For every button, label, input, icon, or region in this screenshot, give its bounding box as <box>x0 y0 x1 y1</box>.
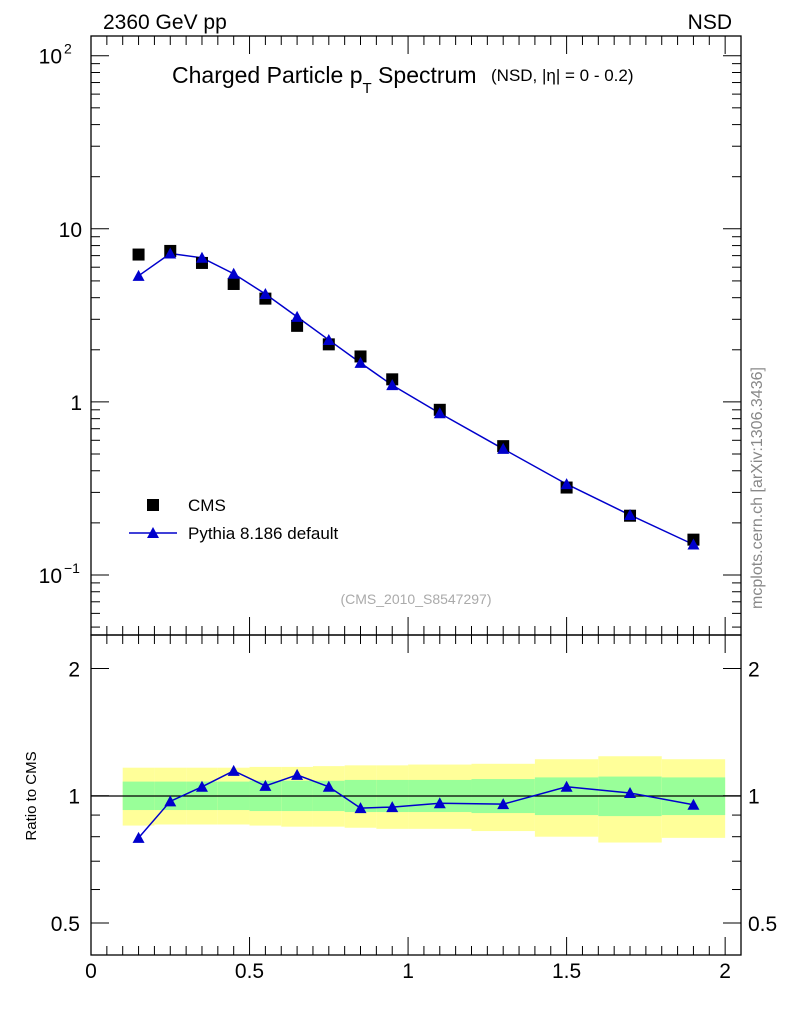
ratio-point <box>227 764 240 776</box>
analysis-watermark: (CMS_2010_S8547297) <box>341 591 492 607</box>
x-tick-label: 0 <box>85 960 97 983</box>
ratio-point <box>322 780 335 792</box>
ratio-point <box>132 831 145 843</box>
ratio-uncertainty-bands <box>122 756 726 843</box>
y-tick-label: 10 <box>39 46 62 69</box>
mc-point <box>354 356 367 368</box>
ratio-y-tick-label: 2 <box>68 658 80 681</box>
legend-data-marker <box>147 499 159 511</box>
legend-mc-label: Pythia 8.186 default <box>188 524 339 543</box>
mc-point <box>227 267 240 279</box>
x-tick-label: 0.5 <box>235 960 264 983</box>
x-tick-label: 1.5 <box>552 960 581 983</box>
ratio-y-tick-label-right: 1 <box>748 786 760 809</box>
ratio-point <box>687 798 700 810</box>
ratio-panel-frame <box>90 634 742 956</box>
ratio-point <box>164 795 177 807</box>
y-tick-label: 1 <box>70 392 82 415</box>
cms-data-point <box>354 350 367 363</box>
mc-point <box>386 379 399 391</box>
ratio-point <box>354 802 367 814</box>
y-tick-label: 10 <box>59 219 82 242</box>
ratio-y-tick-label-right: 2 <box>748 658 760 681</box>
ratio-point <box>386 801 399 813</box>
plot-title: Charged Particle pT Spectrum <box>172 62 477 97</box>
mc-point <box>291 310 304 322</box>
cms-data-point <box>227 277 240 290</box>
mc-point <box>560 478 573 490</box>
mc-point <box>433 407 446 419</box>
ratio-panel: 0.5 0.5 1 1 2 2 0 0.5 1 1.5 2 <box>51 634 777 983</box>
ratio-y-axis-label: Ratio to CMS <box>23 751 40 840</box>
mc-point <box>164 247 177 259</box>
top-data-marks <box>132 244 700 550</box>
legend-data-label: CMS <box>188 496 226 515</box>
ratio-y-tick-label-right: 0.5 <box>748 913 777 936</box>
ratio-data-marks <box>132 764 700 843</box>
cms-data-point <box>291 319 304 332</box>
ratio-point <box>195 780 208 792</box>
mc-point <box>497 442 510 454</box>
header-right: NSD <box>688 11 732 34</box>
ratio-point <box>433 797 446 809</box>
legend: CMS Pythia 8.186 default <box>129 496 339 543</box>
side-credit-label: mcplots.cern.ch [arXiv:1306.3436] <box>749 367 766 609</box>
mc-point <box>132 269 145 281</box>
x-tick-label: 2 <box>719 960 731 983</box>
mc-point <box>322 333 335 345</box>
ratio-axis-ticks: 0.5 0.5 1 1 2 2 0 0.5 1 1.5 2 <box>51 635 777 983</box>
ratio-point <box>560 780 573 792</box>
legend-mc-marker <box>147 527 159 538</box>
ratio-point <box>259 779 272 791</box>
ratio-point <box>497 798 510 810</box>
ratio-y-tick-label: 1 <box>68 786 80 809</box>
x-tick-label: 1 <box>402 960 414 983</box>
ratio-y-tick-label: 0.5 <box>51 913 80 936</box>
mc-point <box>624 509 637 521</box>
mc-point <box>259 288 272 300</box>
ratio-point <box>624 786 637 798</box>
y-tick-label-exponent: −1 <box>64 560 80 576</box>
main-panel-frame <box>90 35 742 636</box>
ratio-point <box>291 768 304 780</box>
header-left: 2360 GeV pp <box>103 11 227 34</box>
cms-data-point <box>132 248 145 261</box>
y-tick-label: 10 <box>39 565 62 588</box>
ratio-curve <box>137 770 694 839</box>
y-tick-label-exponent: 2 <box>64 41 72 57</box>
mc-point <box>195 251 208 263</box>
mc-point <box>687 538 700 550</box>
plot-qualifier: (NSD, |η| = 0 - 0.2) <box>491 66 634 85</box>
